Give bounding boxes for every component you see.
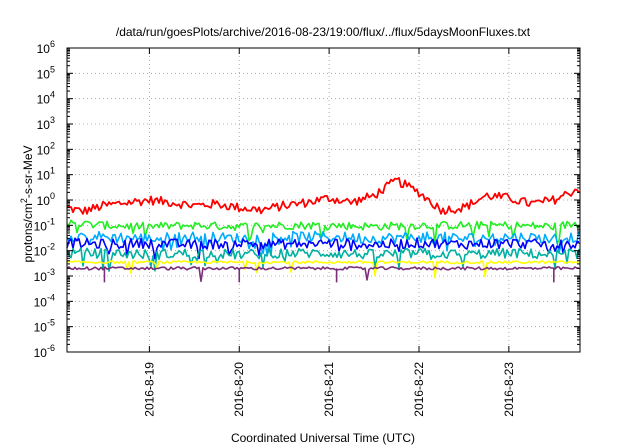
y-tick-base: 10: [34, 219, 48, 233]
y-tick-label: 106: [37, 39, 55, 56]
y-tick-exponent: -3: [47, 267, 55, 277]
y-tick-base: 10: [34, 245, 48, 259]
y-axis-label: protons/cm2-s-sr-MeV: [19, 145, 35, 262]
y-tick-base: 10: [37, 67, 51, 81]
y-tick-exponent: 2: [50, 140, 55, 150]
y-tick-label: 100: [37, 191, 55, 208]
y-tick-exponent: 0: [50, 191, 55, 201]
y-label-pre: protons/cm: [21, 203, 35, 262]
y-tick-exponent: 5: [50, 64, 55, 74]
y-tick-label: 10-3: [34, 267, 55, 284]
y-tick-exponent: 3: [50, 115, 55, 125]
series-line-7: [66, 266, 580, 283]
series-line-1: [66, 176, 580, 216]
series-line-5: [66, 247, 580, 272]
y-tick-base: 10: [34, 321, 48, 335]
y-tick-label: 101: [37, 166, 55, 183]
y-tick-label: 103: [37, 115, 55, 132]
y-label-sup: 2: [19, 198, 29, 203]
y-label-post: -s-sr-MeV: [21, 145, 35, 198]
data-series: [66, 176, 580, 283]
x-axis-ticks: 2016-8-19 2016-8-20 2016-8-21 2016-8-22 2016…: [142, 48, 516, 417]
x-axis-label: Coordinated Universal Time (UTC): [231, 431, 415, 445]
x-tick-label: 2016-8-22: [412, 362, 426, 417]
y-tick-label: 10-6: [34, 343, 55, 360]
x-tick-label: 2016-8-23: [502, 362, 516, 417]
series-line-6: [66, 260, 580, 279]
y-tick-exponent: -5: [47, 318, 55, 328]
x-tick-label: 2016-8-19: [142, 362, 156, 417]
y-tick-base: 10: [34, 346, 48, 360]
y-tick-label: 10-2: [34, 242, 55, 259]
y-tick-exponent: 4: [50, 90, 55, 100]
y-axis-ticks: 10-610-510-410-310-210-11001011021031041…: [34, 39, 580, 360]
y-tick-exponent: 6: [50, 39, 55, 49]
y-tick-base: 10: [37, 169, 51, 183]
series-line-2: [66, 219, 580, 245]
y-tick-exponent: -2: [47, 242, 55, 252]
y-tick-base: 10: [34, 270, 48, 284]
y-tick-label: 10-5: [34, 318, 55, 335]
y-tick-label: 105: [37, 64, 55, 81]
y-tick-base: 10: [37, 143, 51, 157]
y-tick-exponent: -4: [47, 292, 55, 302]
y-tick-label: 10-1: [34, 216, 55, 233]
chart-title: /data/run/goesPlots/archive/2016-08-23/1…: [116, 25, 531, 39]
y-tick-exponent: -6: [47, 343, 55, 353]
y-tick-base: 10: [37, 118, 51, 132]
y-tick-base: 10: [37, 194, 51, 208]
series-line-4: [66, 237, 580, 260]
y-tick-base: 10: [37, 93, 51, 107]
series-line-3: [66, 230, 580, 257]
y-tick-label: 104: [37, 90, 55, 107]
x-tick-label: 2016-8-20: [232, 362, 246, 417]
y-tick-base: 10: [34, 295, 48, 309]
y-tick-exponent: 1: [50, 166, 55, 176]
y-tick-label: 102: [37, 140, 55, 157]
y-tick-base: 10: [37, 42, 51, 56]
y-tick-exponent: -1: [47, 216, 55, 226]
y-tick-label: 10-4: [34, 292, 55, 309]
x-tick-label: 2016-8-21: [322, 362, 336, 417]
